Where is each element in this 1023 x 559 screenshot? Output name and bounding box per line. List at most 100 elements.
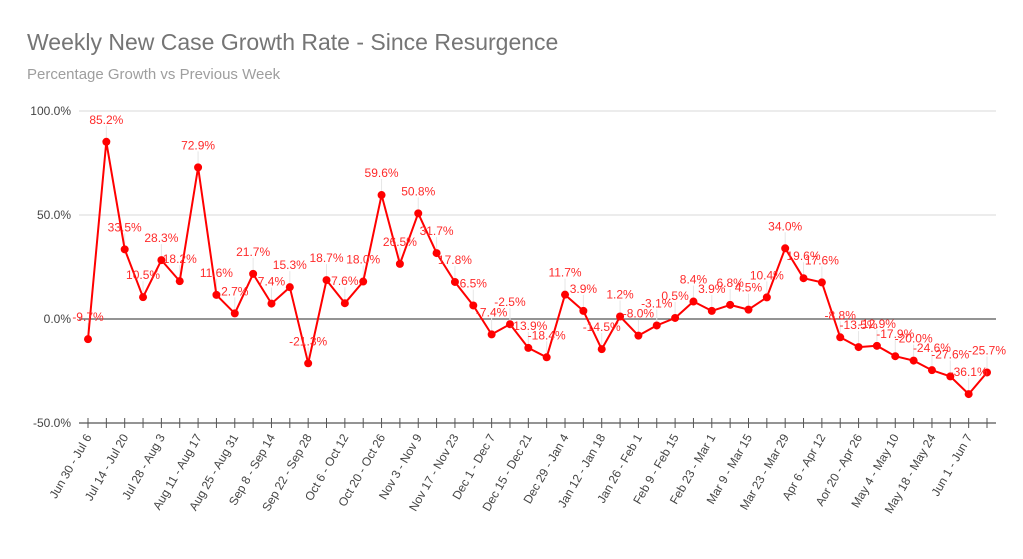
data-point — [469, 301, 478, 310]
data-point — [487, 330, 496, 339]
data-point — [304, 359, 313, 368]
data-point — [891, 352, 900, 361]
data-point — [872, 341, 881, 350]
data-label: 8.4% — [680, 273, 708, 287]
data-label: 18.0% — [346, 253, 380, 267]
data-series — [84, 125, 991, 399]
data-label: -13.9% — [509, 319, 547, 333]
data-point — [909, 356, 918, 365]
data-point — [671, 313, 680, 322]
data-point — [395, 259, 404, 268]
data-point — [139, 293, 148, 302]
data-point — [359, 277, 368, 286]
data-point — [230, 309, 239, 318]
data-label: 18.2% — [163, 252, 197, 266]
data-point — [267, 299, 276, 308]
data-point — [450, 277, 459, 286]
gridlines — [79, 110, 996, 424]
data-label: -25.7% — [968, 343, 1006, 357]
data-label: -12.9% — [858, 317, 896, 331]
data-label: 50.8% — [401, 184, 435, 198]
data-point — [194, 163, 203, 172]
data-label: 1.2% — [606, 288, 634, 302]
data-label: -2.5% — [494, 295, 526, 309]
data-point — [432, 249, 441, 258]
y-tick-label: 100.0% — [30, 104, 71, 118]
data-point — [322, 276, 331, 285]
data-label: 3.9% — [570, 282, 598, 296]
data-point — [524, 343, 533, 352]
chart-title: Weekly New Case Growth Rate - Since Resu… — [27, 29, 559, 55]
data-label: -13.5% — [840, 318, 878, 332]
data-point — [616, 312, 625, 321]
y-tick-label: 50.0% — [37, 208, 71, 222]
data-point — [983, 368, 991, 377]
data-point — [634, 331, 643, 340]
data-label: 7.4% — [258, 275, 286, 289]
data-label: -18.4% — [528, 328, 566, 342]
data-label: 59.6% — [365, 166, 399, 180]
data-label: 3.9% — [698, 282, 726, 296]
data-label: 17.6% — [805, 253, 839, 267]
data-label: 4.5% — [735, 281, 763, 295]
data-label: 0.5% — [661, 289, 689, 303]
data-labels: -9.7% 85.2% 33.5% 10.5% 28.3% 18.2% 72.9% 11.6%… — [72, 113, 1006, 379]
chart-subtitle: Percentage Growth vs Previous Week — [27, 66, 281, 83]
data-label: 28.3% — [144, 231, 178, 245]
data-point — [120, 245, 129, 254]
data-label: 21.7% — [236, 245, 270, 259]
data-point — [597, 345, 606, 354]
data-point — [414, 209, 423, 218]
data-label: 6.8% — [716, 276, 744, 290]
data-point — [799, 274, 808, 283]
y-axis: -50.0% 0.0% 50.0% 100.0% — [30, 104, 71, 430]
data-label: 10.4% — [750, 268, 784, 282]
data-point — [762, 293, 771, 302]
data-label: 6.5% — [460, 276, 488, 290]
data-label: 34.0% — [768, 219, 802, 233]
data-point — [102, 137, 111, 146]
data-point — [817, 278, 826, 287]
data-label: -8.8% — [825, 308, 857, 322]
data-label: -9.7% — [72, 310, 104, 324]
data-point — [157, 256, 166, 265]
data-label: -7.4% — [476, 305, 508, 319]
data-label: 17.8% — [438, 253, 472, 267]
data-label: 33.5% — [108, 220, 142, 234]
data-point — [927, 366, 936, 375]
data-point — [652, 321, 661, 330]
data-point — [836, 333, 845, 342]
data-label: -3.1% — [641, 296, 673, 310]
y-tick-label: -50.0% — [33, 416, 71, 430]
data-point — [377, 191, 386, 200]
data-point — [946, 372, 955, 381]
data-label: 72.9% — [181, 138, 215, 152]
data-point — [689, 297, 698, 306]
data-point — [340, 299, 349, 308]
data-label: -14.5% — [583, 320, 621, 334]
data-label: 10.5% — [126, 268, 160, 282]
data-point — [744, 305, 753, 314]
data-label: -17.9% — [876, 327, 914, 341]
data-point — [579, 306, 588, 315]
data-point — [726, 300, 735, 309]
data-label: -24.6% — [913, 341, 951, 355]
data-label: 11.7% — [548, 266, 581, 280]
data-point — [542, 353, 551, 362]
data-label: 85.2% — [89, 113, 123, 127]
series-line — [87, 140, 988, 396]
data-label: 7.6% — [331, 274, 359, 288]
data-point — [249, 269, 258, 278]
data-point — [175, 277, 184, 286]
y-tick-label: 0.0% — [44, 312, 72, 326]
data-point — [505, 320, 514, 329]
data-label: 26.5% — [383, 235, 417, 249]
data-label: 15.3% — [273, 258, 307, 272]
data-label: -21.3% — [289, 334, 327, 348]
data-label: -20.0% — [895, 332, 933, 346]
data-point — [854, 343, 863, 352]
data-point — [964, 390, 973, 399]
data-label: -36.1% — [950, 365, 988, 379]
